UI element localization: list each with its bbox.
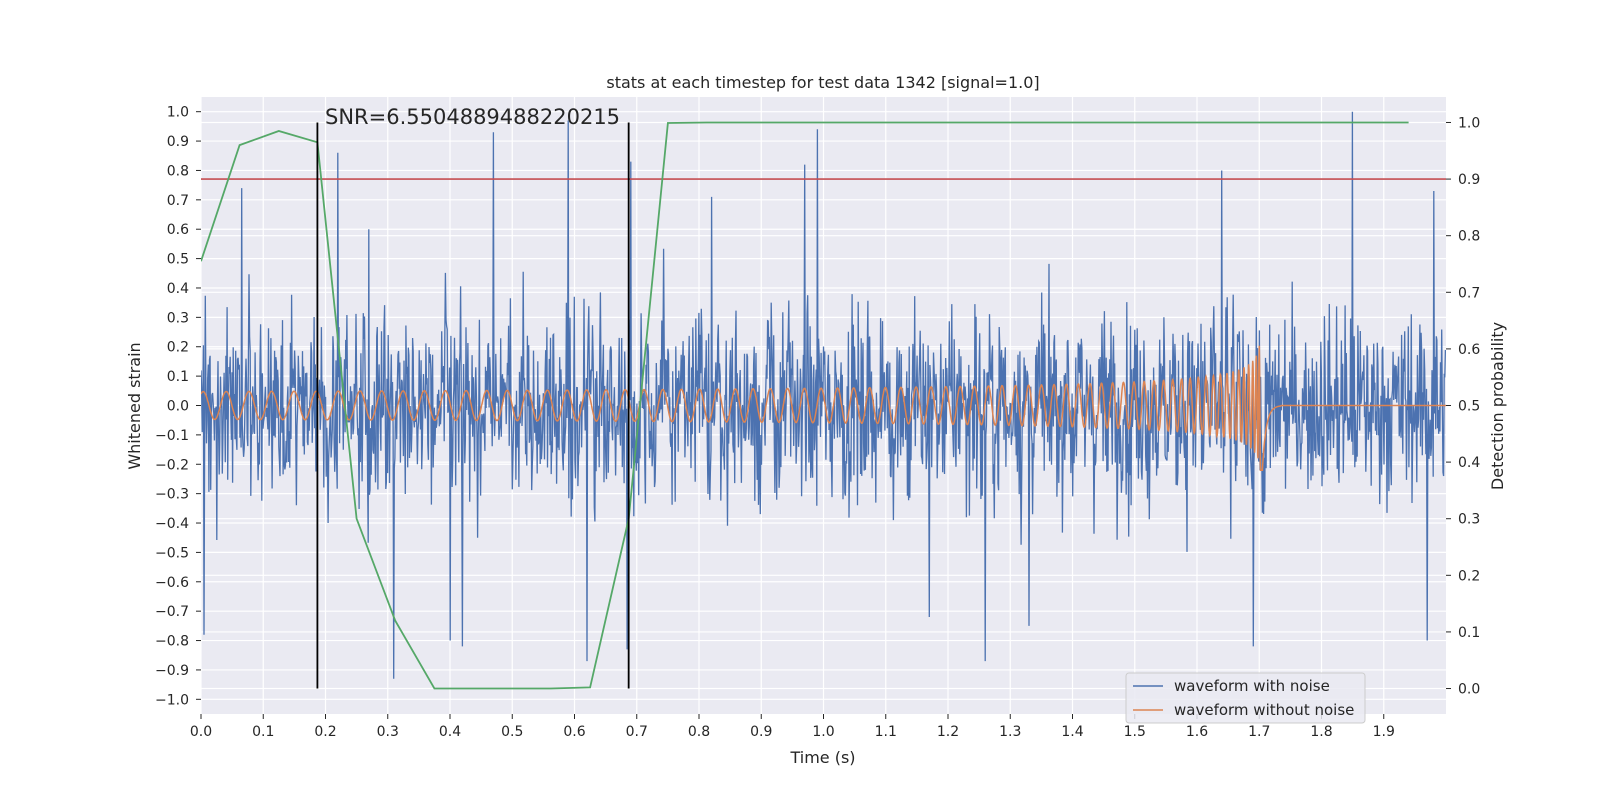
x-tick-label: 0.4 [439, 724, 461, 740]
x-tick-label: 0.1 [252, 724, 274, 740]
x-tick-label: 0.3 [377, 724, 399, 740]
y-tick-label: −0.7 [155, 604, 189, 620]
y-tick-label: −0.9 [155, 663, 189, 679]
y-tick-label: −0.5 [155, 545, 189, 561]
x-tick-label: 1.1 [875, 724, 897, 740]
y2-tick-label: 0.2 [1458, 568, 1480, 584]
y-tick-label: −0.2 [155, 457, 189, 473]
x-tick-label: 1.4 [1061, 724, 1083, 740]
y-tick-label: −0.8 [155, 634, 189, 650]
y2-tick-label: 0.7 [1458, 285, 1480, 301]
y-tick-label: 0.3 [167, 310, 189, 326]
legend-label-clean: waveform without noise [1174, 701, 1354, 719]
y-tick-label: 0.9 [167, 134, 189, 150]
y2-tick-label: 1.0 [1458, 115, 1480, 131]
y-tick-label: 0.1 [167, 369, 189, 385]
y2-tick-label: 0.8 [1458, 229, 1480, 245]
x-tick-label: 1.2 [937, 724, 959, 740]
x-tick-label: 1.0 [812, 724, 834, 740]
y-tick-label: 0.7 [167, 193, 189, 209]
y-axis-label: Whitened strain [125, 342, 144, 469]
x-tick-label: 0.7 [626, 724, 648, 740]
x-tick-label: 0.5 [501, 724, 523, 740]
y-tick-label: −1.0 [155, 692, 189, 708]
legend-box [1125, 672, 1366, 724]
y2-axis-ticks: 1.0 0.9 0.8 0.7 0.6 0.5 0.4 0.3 0.2 0.1 0.0 [1446, 115, 1480, 698]
y2-tick-label: 0.9 [1458, 172, 1480, 188]
y-tick-label: −0.4 [155, 516, 189, 532]
x-tick-label: 0.8 [688, 724, 710, 740]
x-tick-label: 1.5 [1124, 724, 1146, 740]
y-tick-label: −0.6 [155, 575, 189, 591]
y-tick-label: 0.2 [167, 340, 189, 356]
legend-label-noisy: waveform with noise [1174, 677, 1330, 695]
x-tick-label: 1.8 [1310, 724, 1332, 740]
legend: waveform with noise waveform without noi… [1125, 672, 1366, 724]
y-tick-label: −0.3 [155, 487, 189, 503]
x-tick-label: 1.6 [1186, 724, 1208, 740]
x-tick-label: 1.3 [999, 724, 1021, 740]
y-tick-label: 0.6 [167, 222, 189, 238]
overlay-layer [316, 122, 630, 689]
y-tick-label: 0.8 [167, 163, 189, 179]
y-tick-label: 0.5 [167, 252, 189, 268]
clean-waveform-line [201, 345, 1446, 472]
y2-tick-label: 0.3 [1458, 512, 1480, 528]
y-tick-label: −0.1 [155, 428, 189, 444]
chart-title: stats at each timestep for test data 134… [606, 73, 1039, 92]
snr-annotation: SNR=6.5504889488220215 [325, 105, 620, 129]
y2-tick-label: 0.4 [1458, 455, 1480, 471]
x-axis-ticks: 0.0 0.1 0.2 0.3 0.4 0.5 0.6 0.7 0.8 0.9 1.0 1.1 1.2 1… [190, 714, 1395, 740]
x-tick-label: 1.9 [1373, 724, 1395, 740]
y-tick-label: 0.0 [167, 399, 189, 415]
y-tick-label: 1.0 [167, 105, 189, 121]
y2-tick-label: 0.0 [1458, 682, 1480, 698]
y2-tick-label: 0.5 [1458, 399, 1480, 415]
x-tick-label: 0.0 [190, 724, 212, 740]
x-tick-label: 0.9 [750, 724, 772, 740]
y-tick-label: 0.4 [167, 281, 189, 297]
x-axis-label: Time (s) [789, 748, 855, 767]
x-tick-label: 0.2 [314, 724, 336, 740]
noisy-waveform-line [201, 111, 1446, 679]
x-tick-label: 1.7 [1248, 724, 1270, 740]
y2-tick-label: 0.6 [1458, 342, 1480, 358]
x-tick-label: 0.6 [563, 724, 585, 740]
y-axis-ticks: 1.0 0.9 0.8 0.7 0.6 0.5 0.4 0.3 0.2 0.1 0.0 −0.1 −0.… [155, 105, 201, 708]
y2-tick-label: 0.1 [1458, 625, 1480, 641]
y2-axis-label: Detection probability [1488, 322, 1507, 490]
